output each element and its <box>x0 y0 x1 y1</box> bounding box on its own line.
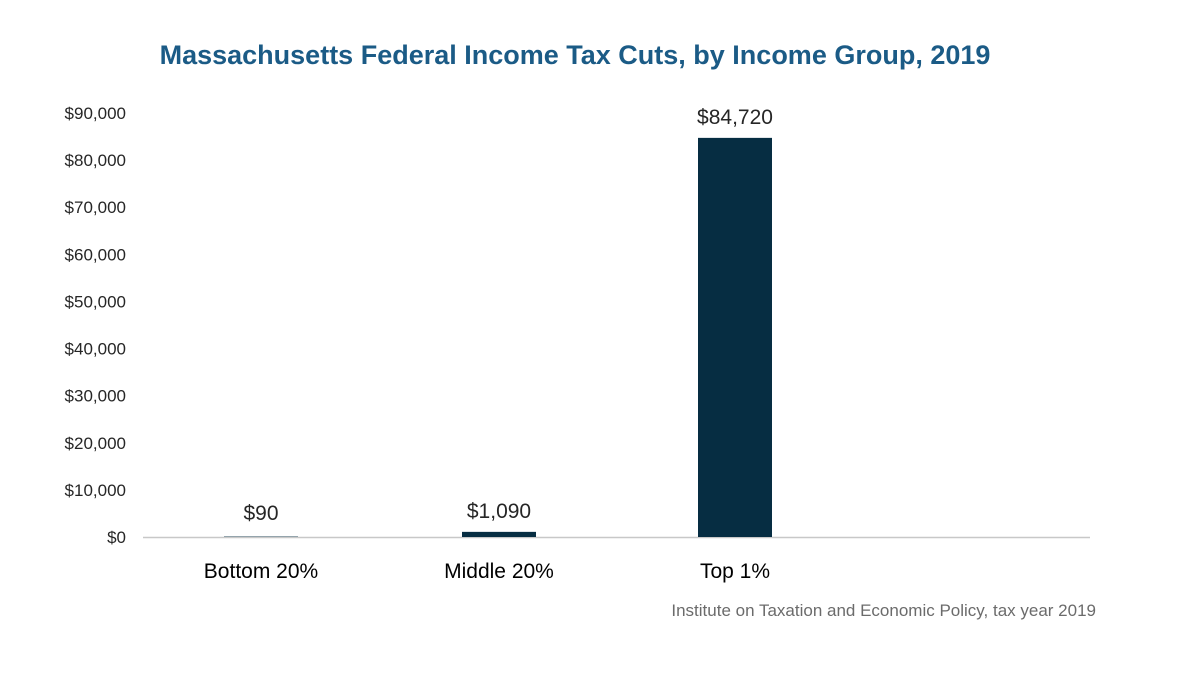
y-tick-label: $20,000 <box>65 434 126 453</box>
y-tick-label: $50,000 <box>65 292 126 311</box>
y-tick-label: $60,000 <box>65 245 126 264</box>
source-note: Institute on Taxation and Economic Polic… <box>671 601 1096 620</box>
y-tick-label: $10,000 <box>65 481 126 500</box>
category-label: Bottom 20% <box>204 560 318 583</box>
y-tick-label: $70,000 <box>65 198 126 217</box>
data-label: $90 <box>243 502 278 525</box>
category-label: Top 1% <box>700 560 770 583</box>
y-tick-label: $80,000 <box>65 151 126 170</box>
data-label: $1,090 <box>467 500 531 523</box>
y-tick-label: $0 <box>107 528 126 547</box>
data-label: $84,720 <box>697 106 773 129</box>
y-tick-label: $30,000 <box>65 387 126 406</box>
category-label: Middle 20% <box>444 560 554 583</box>
y-tick-label: $90,000 <box>65 104 126 123</box>
bar <box>462 531 536 537</box>
bar <box>698 137 772 537</box>
y-tick-label: $40,000 <box>65 340 126 359</box>
chart-title: Massachusetts Federal Income Tax Cuts, b… <box>159 40 991 70</box>
